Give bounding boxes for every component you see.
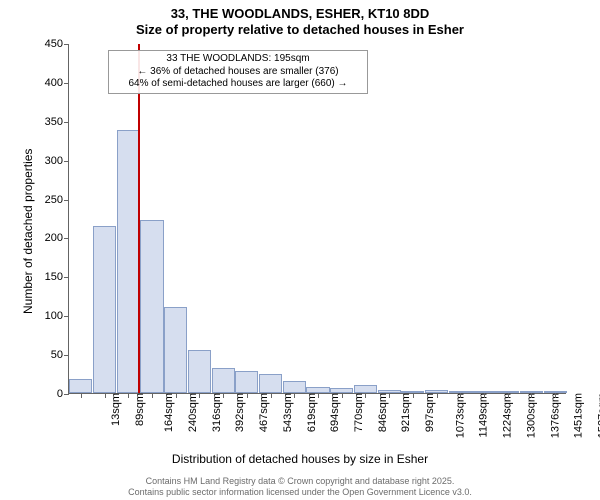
x-tick-mark	[437, 393, 438, 398]
x-tick-label: 240sqm	[183, 393, 199, 432]
x-tick-label: 921sqm	[397, 393, 413, 432]
footer-attribution: Contains HM Land Registry data © Crown c…	[0, 476, 600, 498]
chart-title: 33, THE WOODLANDS, ESHER, KT10 8DD	[0, 0, 600, 22]
x-tick-label: 89sqm	[130, 393, 146, 426]
bar	[259, 374, 282, 393]
x-tick-label: 1527sqm	[592, 393, 600, 438]
x-tick-mark	[271, 393, 272, 398]
x-tick-mark	[223, 393, 224, 398]
x-tick-label: 1451sqm	[569, 393, 585, 438]
x-tick-mark	[484, 393, 485, 398]
x-tick-mark	[128, 393, 129, 398]
bar	[235, 371, 258, 393]
plot-area: Number of detached properties 0501001502…	[68, 44, 566, 394]
x-tick-label: 997sqm	[420, 393, 436, 432]
x-tick-label: 770sqm	[349, 393, 365, 432]
annotation-box: 33 THE WOODLANDS: 195sqm ← 36% of detach…	[108, 50, 368, 94]
annotation-line-1: 33 THE WOODLANDS: 195sqm	[115, 53, 361, 66]
y-tick-mark	[64, 122, 69, 123]
y-tick-mark	[64, 238, 69, 239]
x-tick-label: 392sqm	[231, 393, 247, 432]
x-tick-label: 846sqm	[373, 393, 389, 432]
x-tick-label: 1300sqm	[521, 393, 537, 438]
x-tick-label: 164sqm	[159, 393, 175, 432]
y-tick-mark	[64, 83, 69, 84]
x-axis-label: Distribution of detached houses by size …	[0, 452, 600, 466]
y-tick-mark	[64, 277, 69, 278]
annotation-line-3: 64% of semi-detached houses are larger (…	[115, 78, 361, 91]
x-tick-mark	[531, 393, 532, 398]
bar	[117, 130, 140, 393]
bar	[140, 220, 163, 393]
bar	[212, 368, 235, 393]
x-tick-mark	[176, 393, 177, 398]
x-tick-mark	[199, 393, 200, 398]
x-tick-mark	[508, 393, 509, 398]
y-tick-mark	[64, 44, 69, 45]
bar	[69, 379, 92, 393]
x-tick-mark	[294, 393, 295, 398]
x-tick-mark	[342, 393, 343, 398]
x-tick-label: 1149sqm	[473, 393, 489, 437]
x-tick-mark	[152, 393, 153, 398]
y-tick-mark	[64, 200, 69, 201]
x-tick-mark	[365, 393, 366, 398]
x-tick-mark	[555, 393, 556, 398]
chart-subtitle: Size of property relative to detached ho…	[0, 22, 600, 38]
x-tick-mark	[460, 393, 461, 398]
footer-line-1: Contains HM Land Registry data © Crown c…	[0, 476, 600, 487]
footer-line-2: Contains public sector information licen…	[0, 487, 600, 498]
bar	[354, 385, 377, 393]
x-tick-label: 316sqm	[207, 393, 223, 432]
bar	[164, 307, 187, 393]
x-tick-label: 1376sqm	[545, 393, 561, 438]
x-tick-mark	[389, 393, 390, 398]
bar	[283, 381, 306, 393]
annotation-line-2: ← 36% of detached houses are smaller (37…	[115, 66, 361, 79]
bars-layer	[69, 44, 566, 393]
x-tick-mark	[105, 393, 106, 398]
property-marker-line	[138, 44, 140, 393]
x-tick-label: 13sqm	[106, 393, 122, 426]
x-tick-label: 543sqm	[278, 393, 294, 432]
x-tick-label: 694sqm	[325, 393, 341, 432]
bar	[93, 226, 116, 393]
bar	[188, 350, 211, 393]
x-tick-label: 467sqm	[254, 393, 270, 432]
x-tick-mark	[318, 393, 319, 398]
x-tick-mark	[413, 393, 414, 398]
chart-container: 33, THE WOODLANDS, ESHER, KT10 8DD Size …	[0, 0, 600, 500]
y-tick-mark	[64, 161, 69, 162]
x-tick-label: 1224sqm	[498, 393, 514, 438]
x-tick-label: 1073sqm	[450, 393, 466, 438]
y-axis-label: Number of detached properties	[21, 149, 35, 314]
y-tick-mark	[64, 394, 69, 395]
x-tick-mark	[247, 393, 248, 398]
y-tick-mark	[64, 355, 69, 356]
x-tick-label: 619sqm	[302, 393, 318, 432]
x-tick-mark	[81, 393, 82, 398]
y-tick-mark	[64, 316, 69, 317]
